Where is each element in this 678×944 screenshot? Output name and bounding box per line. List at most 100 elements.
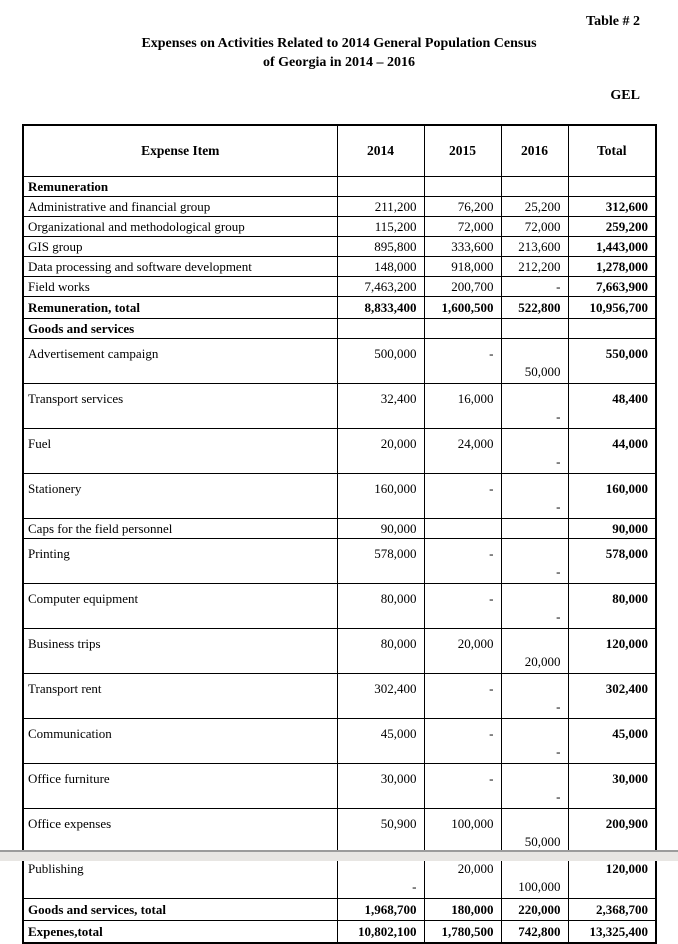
- value-cell: 16,000: [423, 383, 502, 429]
- value-cell: 302,400: [336, 673, 425, 719]
- value-cell: 522,800: [500, 296, 569, 319]
- table-row: Transport rent 302,400- -302,400: [22, 673, 657, 719]
- value-cell: 20,000: [336, 428, 425, 474]
- column-header-2016: 2016: [500, 124, 569, 177]
- value-cell: 80,000: [336, 628, 425, 674]
- value-cell: 48,400: [567, 383, 657, 429]
- value-cell: 115,200: [336, 216, 425, 237]
- value-cell: 72,000: [423, 216, 502, 237]
- value-cell: 10,802,100: [336, 920, 425, 944]
- table-row: Office furniture 30,000- -30,000: [22, 763, 657, 809]
- title-line-2: of Georgia in 2014 – 2016: [262, 55, 416, 70]
- expense-table-body: Remuneration Administrative and financial…: [22, 176, 657, 944]
- value-cell: 120,000: [567, 628, 657, 674]
- value-cell: 30,000: [336, 763, 425, 809]
- value-cell: 7,663,900: [567, 276, 657, 297]
- value-cell: 10,956,700: [567, 296, 657, 319]
- value-cell: [423, 176, 502, 197]
- value-cell: 45,000: [336, 718, 425, 764]
- currency-label: GEL: [610, 88, 640, 103]
- value-cell: -: [423, 673, 502, 719]
- column-header-2014: 2014: [336, 124, 425, 177]
- value-cell: 25,200: [500, 196, 569, 217]
- value-cell: 90,000: [336, 518, 425, 539]
- value-cell: -: [500, 428, 569, 474]
- value-cell: 90,000: [567, 518, 657, 539]
- table-row: Computer equipment 80,000- -80,000: [22, 583, 657, 629]
- column-header-total: Total: [567, 124, 657, 177]
- table-row: Transport services 32,400 16,000-48,400: [22, 383, 657, 429]
- expense-item-label: Advertisement campaign: [22, 338, 338, 384]
- expense-item-label: Stationery: [22, 473, 338, 519]
- table-number-label: Table # 2: [586, 14, 640, 29]
- value-cell: 13,325,400: [567, 920, 657, 944]
- value-cell: -: [423, 538, 502, 584]
- value-cell: [336, 176, 425, 197]
- value-cell: 1,780,500: [423, 920, 502, 944]
- value-cell: 100,000: [423, 808, 502, 854]
- expense-table-header: Expense Item 2014 2015 2016 Total: [22, 124, 657, 177]
- value-cell: 1,278,000: [567, 256, 657, 277]
- table-row: Organizational and methodological group 1…: [22, 216, 657, 237]
- value-cell: 7,463,200: [336, 276, 425, 297]
- table-row: Printing 578,000- -578,000: [22, 538, 657, 584]
- value-cell: 578,000: [567, 538, 657, 584]
- value-cell: 1,968,700: [336, 898, 425, 921]
- value-cell: -: [500, 383, 569, 429]
- total-row: Remuneration, total 8,833,400 1,600,500 522…: [22, 296, 657, 319]
- expense-item-label: GIS group: [22, 236, 338, 257]
- expense-item-label: Business trips: [22, 628, 338, 674]
- value-cell: [500, 318, 569, 339]
- value-cell: 80,000: [567, 583, 657, 629]
- value-cell: 20,000: [423, 628, 502, 674]
- value-cell: 333,600: [423, 236, 502, 257]
- value-cell: 578,000: [336, 538, 425, 584]
- value-cell: 200,700: [423, 276, 502, 297]
- expense-item-label: Office furniture: [22, 763, 338, 809]
- document-title: Expenses on Activities Related to 2014 G…: [0, 34, 678, 72]
- value-cell: 212,200: [500, 256, 569, 277]
- table-row: Stationery 160,000- -160,000: [22, 473, 657, 519]
- table-row: Communication 45,000- -45,000: [22, 718, 657, 764]
- value-cell: [336, 318, 425, 339]
- value-cell: -: [423, 718, 502, 764]
- expense-item-label: Fuel: [22, 428, 338, 474]
- table-row: Field works 7,463,200 200,700-7,663,900: [22, 276, 657, 297]
- value-cell: 20,000: [500, 628, 569, 674]
- value-cell: 550,000: [567, 338, 657, 384]
- value-cell: 72,000: [500, 216, 569, 237]
- expense-item-label: Expenes,total: [22, 920, 338, 944]
- value-cell: 1,443,000: [567, 236, 657, 257]
- table-row: Office expenses 50,900 100,000 50,000 200,90…: [22, 808, 657, 854]
- value-cell: 213,600: [500, 236, 569, 257]
- value-cell: 895,800: [336, 236, 425, 257]
- value-cell: 160,000: [567, 473, 657, 519]
- total-row: Goods and services, total 1,968,700 180,00…: [22, 898, 657, 921]
- table-row: Business trips 80,000 20,000 20,000 120,000: [22, 628, 657, 674]
- value-cell: -: [500, 718, 569, 764]
- value-cell: [567, 318, 657, 339]
- value-cell: [423, 318, 502, 339]
- value-cell: 24,000: [423, 428, 502, 474]
- value-cell: -: [423, 338, 502, 384]
- table-row: Caps for the field personnel 90,000 90,000: [22, 518, 657, 539]
- expense-item-label: Administrative and financial group: [22, 196, 338, 217]
- expense-item-label: Field works: [22, 276, 338, 297]
- expense-item-label: Data processing and software development: [22, 256, 338, 277]
- document-header: Table # 2 Expenses on Activities Related…: [0, 0, 678, 104]
- expense-item-label: Goods and services, total: [22, 898, 338, 921]
- total-row: Expenes,total 10,802,100 1,780,500 742,800 1…: [22, 920, 657, 944]
- expense-item-label: Transport rent: [22, 673, 338, 719]
- value-cell: -: [500, 763, 569, 809]
- table-row: Data processing and software development…: [22, 256, 657, 277]
- value-cell: 200,900: [567, 808, 657, 854]
- expense-item-label: Office expenses: [22, 808, 338, 854]
- expense-item-label: Transport services: [22, 383, 338, 429]
- expense-table: Expense Item 2014 2015 2016 Total Remune…: [22, 124, 657, 944]
- value-cell: 30,000: [567, 763, 657, 809]
- value-cell: 148,000: [336, 256, 425, 277]
- value-cell: -: [500, 673, 569, 719]
- table-row: GIS group 895,800 333,600 213,600 1,443,000: [22, 236, 657, 257]
- expense-item-label: Remuneration, total: [22, 296, 338, 319]
